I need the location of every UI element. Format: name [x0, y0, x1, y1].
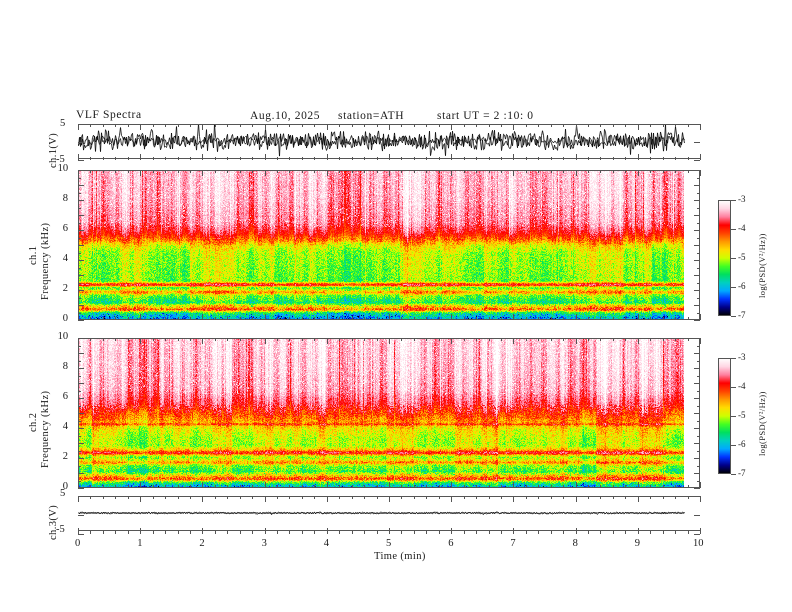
- x-tick-label: 3: [261, 538, 267, 549]
- ch1-waveform-canvas: [78, 122, 700, 162]
- ch2-spec-ylabel-ch: ch.2: [28, 412, 39, 432]
- colorbar-tick-label: -3: [738, 194, 746, 204]
- axis-tick: [731, 200, 736, 201]
- axis-tick: [731, 287, 736, 288]
- axis-tick: [700, 496, 701, 502]
- y-tick-label: 0: [62, 313, 69, 324]
- y-tick-label: 6: [62, 391, 69, 402]
- colorbar-tick-label: -4: [738, 381, 746, 391]
- axis-tick: [731, 258, 736, 259]
- y-tick-label: 4: [62, 421, 69, 432]
- ch1-spec-ylabel-freq: Frequency (kHz): [40, 222, 51, 300]
- axis-tick: [700, 170, 701, 176]
- colorbar-ch1-label: log(PSD(V²/Hz)): [757, 233, 767, 298]
- ch1-spectrogram-panel: [78, 170, 700, 320]
- axis-tick: [694, 488, 700, 489]
- ch3-wave-ytick-neg: -5: [56, 524, 65, 535]
- colorbar-ch1-gradient: [718, 200, 731, 316]
- colorbar-ch2-label: log(PSD(V²/Hz)): [757, 391, 767, 456]
- colorbar-ch2-gradient: [718, 358, 731, 474]
- y-tick-label: 8: [62, 361, 69, 372]
- start-ut-label: start UT = 2 :10: 0: [437, 110, 534, 122]
- x-tick-label: 5: [386, 538, 392, 549]
- ch2-spectrogram-panel: [78, 338, 700, 488]
- ch1-wave-ylabel: ch.1(V): [48, 132, 59, 168]
- axis-tick: [731, 316, 736, 317]
- y-tick-label: 2: [62, 451, 69, 462]
- y-tick-label: 8: [62, 193, 69, 204]
- colorbar-tick-label: -7: [738, 468, 746, 478]
- colorbar-tick-label: -4: [738, 223, 746, 233]
- x-tick-label: 7: [510, 538, 516, 549]
- colorbar-tick-label: -3: [738, 352, 746, 362]
- axis-tick: [700, 338, 701, 344]
- axis-tick: [731, 358, 736, 359]
- ch2-spectrogram-canvas: [78, 338, 700, 488]
- y-tick-label: 10: [57, 331, 69, 342]
- x-tick-label: 0: [75, 538, 81, 549]
- axis-tick: [700, 124, 701, 130]
- ch1-spectrogram-canvas: [78, 170, 700, 320]
- ch1-waveform-panel: [78, 122, 700, 162]
- colorbar-tick-label: -7: [738, 310, 746, 320]
- ch3-waveform-canvas: [78, 492, 700, 536]
- colorbar-tick-label: -6: [738, 439, 746, 449]
- ch2-spec-ylabel-freq: Frequency (kHz): [40, 390, 51, 468]
- y-tick-label: 6: [62, 223, 69, 234]
- colorbar-tick-label: -5: [738, 252, 746, 262]
- axis-tick: [731, 474, 736, 475]
- axis-tick: [78, 320, 84, 321]
- y-tick-label: 2: [62, 283, 69, 294]
- observation-date: Aug.10, 2025: [250, 110, 321, 122]
- ch3-wave-ylabel: ch.3(V): [48, 504, 59, 540]
- axis-tick: [694, 320, 700, 321]
- axis-tick: [731, 229, 736, 230]
- axis-tick: [700, 528, 701, 534]
- colorbar-tick-label: -6: [738, 281, 746, 291]
- x-tick-label: 9: [634, 538, 641, 549]
- x-tick-label: 6: [448, 538, 454, 549]
- ch3-waveform-panel: [78, 492, 700, 536]
- figure-title: VLF Spectra: [76, 109, 142, 121]
- x-tick-label: 10: [693, 538, 704, 549]
- axis-tick: [731, 387, 736, 388]
- x-axis-label: Time (min): [374, 551, 426, 562]
- x-tick-label: 8: [572, 538, 578, 549]
- axis-tick: [78, 488, 84, 489]
- axis-tick: [700, 314, 701, 320]
- y-tick-label: 4: [62, 253, 69, 264]
- ch1-wave-ytick-pos: 5: [60, 118, 66, 129]
- axis-tick: [700, 154, 701, 160]
- colorbar-ch1: [718, 200, 731, 316]
- x-tick-label: 1: [137, 538, 143, 549]
- x-tick-label: 4: [323, 538, 330, 549]
- colorbar-ch2: [718, 358, 731, 474]
- axis-tick: [700, 482, 701, 488]
- x-tick-label: 2: [199, 538, 205, 549]
- station-label: station=ATH: [338, 110, 405, 122]
- ch3-wave-ytick-pos: 5: [60, 488, 66, 499]
- axis-tick: [731, 416, 736, 417]
- axis-tick: [731, 445, 736, 446]
- ch1-spec-ylabel-ch: ch.1: [28, 245, 39, 265]
- ch1-wave-ytick-neg: -5: [56, 154, 65, 165]
- colorbar-tick-label: -5: [738, 410, 746, 420]
